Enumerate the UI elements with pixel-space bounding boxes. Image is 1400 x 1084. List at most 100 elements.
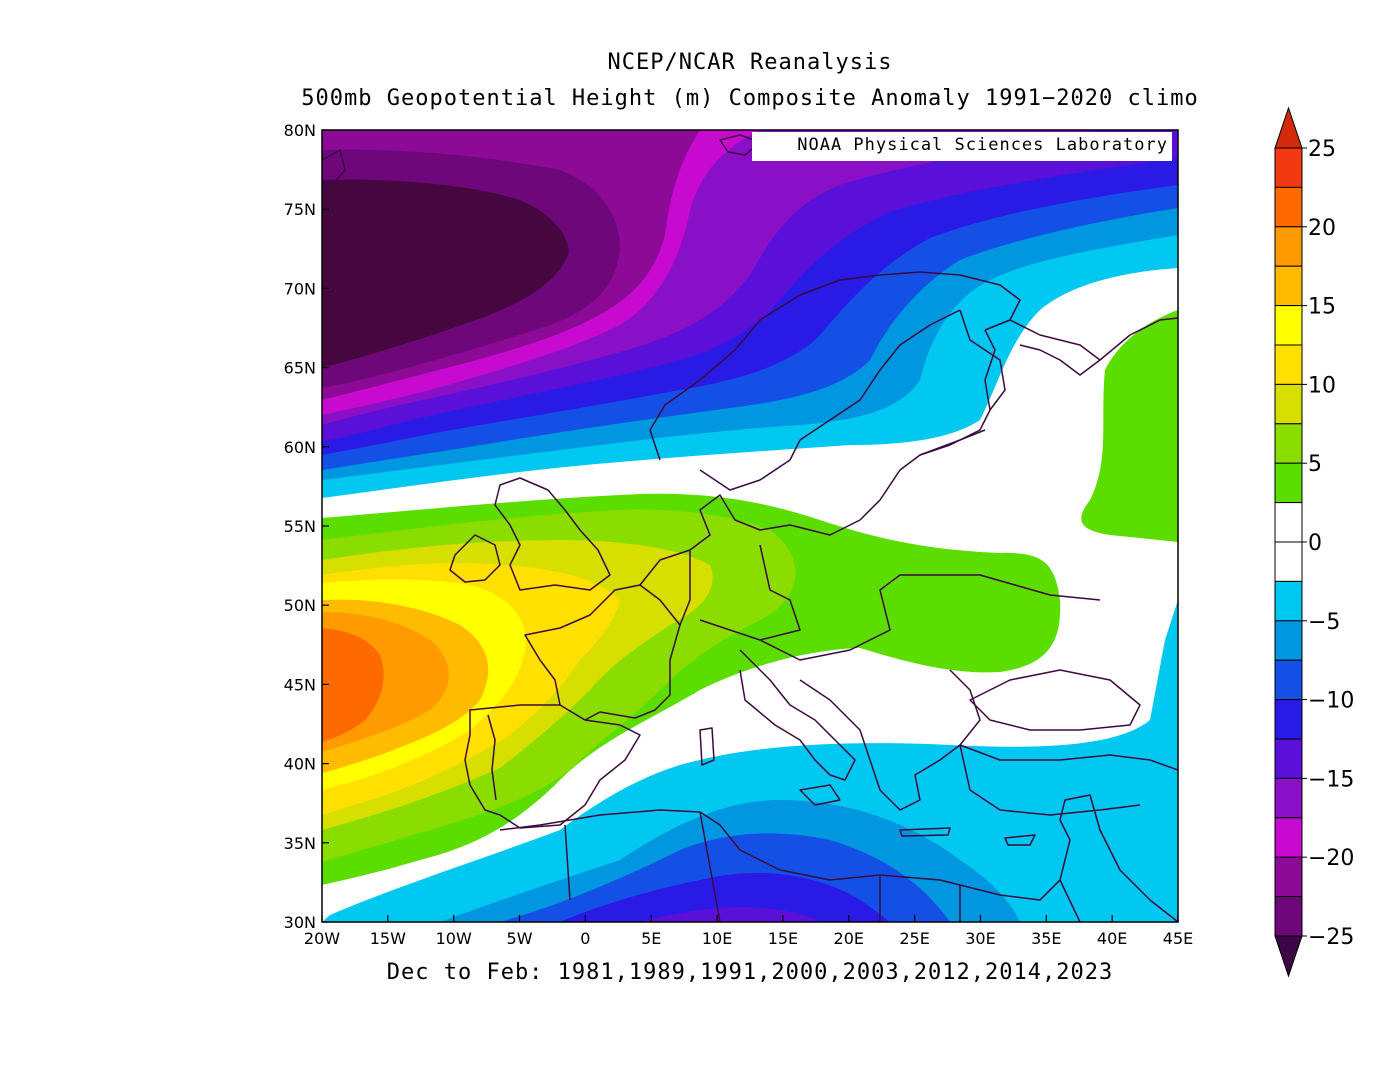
contour-positive-20 — [322, 628, 384, 742]
colorbar-label: −15 — [1308, 767, 1354, 792]
colorbar-segment — [1274, 186, 1303, 228]
lon-tick-label: 20W — [304, 929, 340, 948]
colorbar: 25 20 15 10 5 0 −5 −10 −15 −20 −25 — [1274, 106, 1354, 978]
coastlines — [322, 134, 1178, 922]
watermark-box — [752, 132, 1172, 161]
lat-tick-label: 70N — [284, 279, 316, 298]
coastline-black-sea — [969, 669, 1141, 731]
colorbar-label: 25 — [1308, 137, 1336, 162]
border-germany — [679, 544, 801, 641]
colorbar-segment — [1274, 147, 1303, 188]
lon-tick-label: 30E — [965, 929, 995, 948]
lat-tick-label: 80N — [284, 121, 316, 140]
coastline-russia-north — [1099, 317, 1178, 361]
lat-tick-label: 65N — [284, 359, 316, 378]
lat-tick-label: 75N — [284, 200, 316, 219]
lat-tick-label: 40N — [284, 755, 316, 774]
colorbar-label: −25 — [1308, 925, 1354, 950]
coastline-iceland — [322, 149, 346, 186]
coastline-cyprus — [1004, 834, 1036, 846]
map-title: NCEP/NCAR Reanalysis — [607, 50, 893, 75]
border-central — [759, 574, 1101, 661]
colorbar-segment — [1274, 777, 1303, 819]
colorbar-segment — [1274, 462, 1303, 504]
colorbar-segment — [1274, 817, 1303, 858]
lat-tick-label: 60N — [284, 438, 316, 457]
colorbar-segment — [1274, 856, 1303, 898]
lon-tick-label: 5W — [507, 929, 533, 948]
lat-tick-label: 55N — [284, 517, 316, 536]
coastline-sweden — [699, 309, 961, 491]
colorbar-segment — [1274, 738, 1303, 779]
lon-tick-label: 0 — [580, 929, 590, 948]
composite-years-label: Dec to Feb: 1981,1989,1991,2000,2003,201… — [386, 960, 1114, 985]
colorbar-segment — [1274, 699, 1303, 740]
coastline-norway — [649, 271, 1021, 461]
lat-tick-label: 50N — [284, 596, 316, 615]
coastline-italy — [739, 649, 856, 781]
colorbar-segment — [1274, 541, 1303, 582]
colorbar-segment — [1274, 305, 1303, 346]
longitude-axis: 20W 15W 10W 5W 0 5E 10E 15E 20E 25E 30E 35E 40E 45E — [304, 915, 1193, 948]
border-africa — [564, 811, 1081, 922]
contour-north-minus-25 — [322, 179, 569, 368]
contour-south-minus-12p5 — [640, 907, 820, 922]
contour-south-minus-2p5 — [322, 600, 1178, 922]
lon-tick-label: 45E — [1163, 929, 1193, 948]
colorbar-label: 5 — [1308, 452, 1322, 477]
colorbar-segment — [1274, 659, 1303, 701]
lat-tick-label: 35N — [284, 834, 316, 853]
colorbar-label: 0 — [1308, 531, 1322, 556]
lon-tick-label: 25E — [899, 929, 929, 948]
colorbar-segment — [1274, 265, 1303, 307]
lon-tick-label: 10W — [436, 929, 472, 948]
colorbar-segment — [1274, 383, 1303, 425]
coastline-sicily — [799, 784, 841, 806]
colorbar-label: 20 — [1308, 216, 1336, 241]
lon-tick-label: 20E — [834, 929, 864, 948]
lon-tick-label: 40E — [1097, 929, 1127, 948]
colorbar-label: −10 — [1308, 689, 1354, 714]
colorbar-label: 15 — [1308, 295, 1336, 320]
colorbar-min-arrow — [1274, 935, 1303, 978]
coastline-britain — [494, 477, 611, 591]
colorbar-label: 10 — [1308, 373, 1336, 398]
colorbar-label: −20 — [1308, 846, 1354, 871]
coastline-finland — [919, 309, 1006, 456]
colorbar-label: −5 — [1308, 610, 1340, 635]
lat-tick-label: 30N — [284, 913, 316, 932]
coastline-levant — [1059, 794, 1178, 922]
colorbar-segment — [1274, 580, 1303, 622]
latitude-axis: 30N 35N 40N 45N 50N 55N 60N 65N 70N 75N 80N — [284, 121, 329, 932]
lon-tick-label: 5E — [641, 929, 661, 948]
watermark-label: NOAA Physical Sciences Laboratory — [797, 135, 1168, 155]
coastline-crete — [899, 827, 951, 837]
lon-tick-label: 35E — [1031, 929, 1061, 948]
coastline-ireland — [449, 534, 501, 583]
lat-tick-label: 45N — [284, 675, 316, 694]
border-portugal — [487, 714, 497, 801]
lon-tick-label: 15W — [370, 929, 406, 948]
anomaly-field — [322, 130, 1178, 922]
colorbar-segment — [1274, 620, 1303, 661]
colorbar-segment — [1274, 344, 1303, 385]
coastline-north-sea — [639, 494, 861, 586]
lon-tick-label: 15E — [768, 929, 798, 948]
contour-russia-positive-2p5 — [1081, 310, 1178, 542]
colorbar-segment — [1274, 226, 1303, 267]
colorbar-segment — [1274, 423, 1303, 464]
map-subtitle: 500mb Geopotential Height (m) Composite … — [301, 86, 1199, 111]
contour-south-minus-10 — [560, 872, 890, 922]
coastline-balkans — [799, 669, 981, 811]
coastline-sardinia — [699, 727, 715, 766]
colorbar-segment — [1274, 502, 1303, 543]
lon-tick-label: 10E — [702, 929, 732, 948]
coastline-turkey — [959, 744, 1178, 816]
coastline-kola — [1009, 319, 1101, 376]
colorbar-max-arrow — [1274, 106, 1303, 149]
coastline-france — [524, 584, 681, 721]
colorbar-segment — [1274, 896, 1303, 937]
coastline-north-africa — [499, 809, 1071, 901]
coastline-iberia — [464, 704, 641, 829]
